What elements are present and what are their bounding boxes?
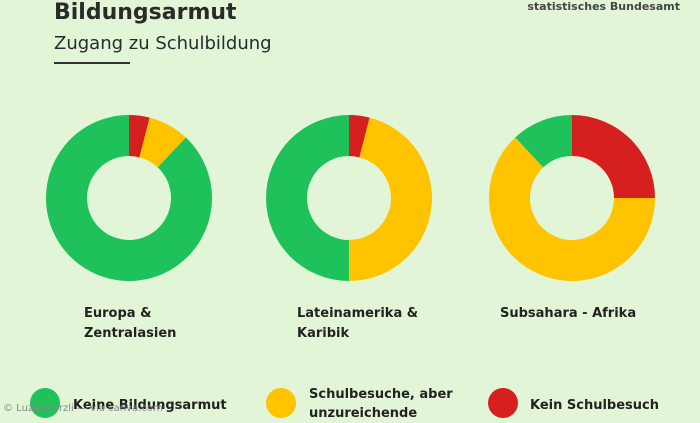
region-label-lateinamerika: Lateinamerika & Karibik [297,304,477,344]
donut-slice [266,115,349,281]
legend-swatch-keine-bildungsarmut [30,388,60,418]
donut-slice [515,115,572,168]
legend-swatch-unzureichend [266,388,296,418]
legend-label-kein-schulbesuch: Kein Schulbesuch [530,398,660,413]
donut-lateinamerika [266,115,432,281]
region-label-line: Karibik [297,326,350,341]
region-label-line: Europa & [84,306,152,321]
donut-subsahara [488,115,655,282]
page-title: Bildungsarmut [54,0,237,25]
region-label-line: Subsahara - Afrika [500,306,637,321]
donut-slice [139,117,186,168]
donut-slice [46,115,213,281]
donut-slice [349,115,370,158]
donut-slice [572,115,655,198]
title-underline [54,62,130,64]
legend-label-unzureichend: Schulbesuche, aber unzureichende [309,387,453,421]
region-label-europa: Europa & Zentralasien [84,304,264,344]
legend-swatch-kein-schulbesuch [488,388,518,418]
image-credit: © Luzia Harzli — via canva.com [3,403,163,414]
region-label-line: Lateinamerika & [297,306,419,321]
region-label-subsahara: Subsahara - Afrika [500,304,680,324]
donut-slice [488,137,655,282]
donut-slice [129,115,150,158]
donut-slice [349,117,432,281]
donut-europa [46,115,213,281]
legend-label-keine-bildungsarmut: Keine Bildungsarmut [73,398,227,413]
page-subtitle: Zugang zu Schulbildung [54,33,272,54]
source-label: statistisches Bundesamt [527,0,680,13]
region-label-line: Zentralasien [84,326,177,341]
